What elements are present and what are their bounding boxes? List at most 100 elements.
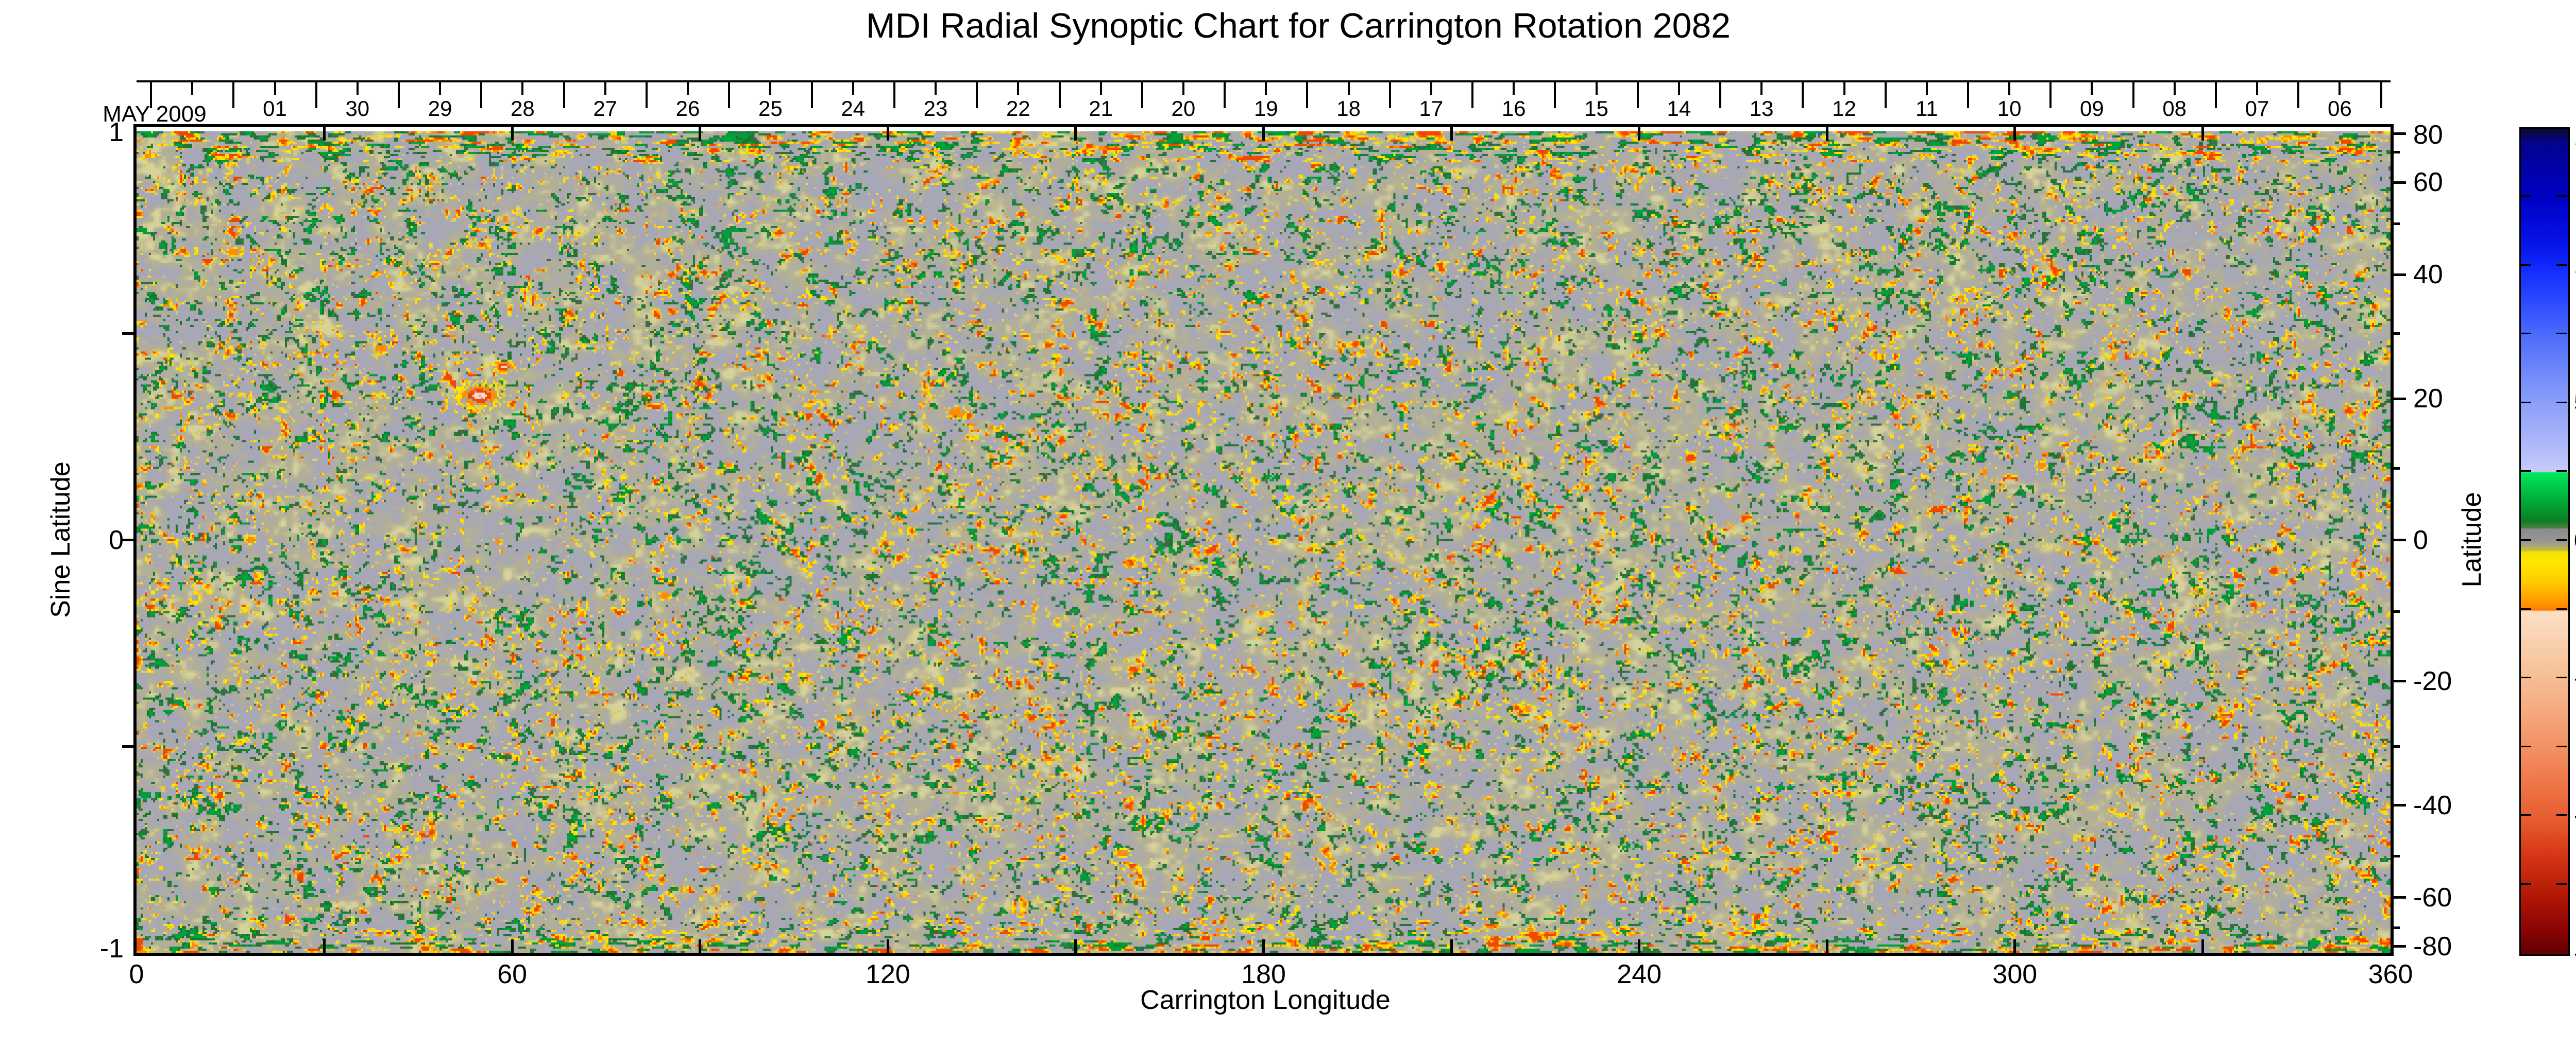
longitude-minor-tick-bottom — [1825, 939, 1828, 953]
longitude-minor-tick-bottom — [2201, 939, 2204, 953]
date-axis-major-tick — [1802, 80, 1804, 108]
date-axis-minor-tick — [1925, 80, 1928, 95]
longitude-tick-label: 0 — [129, 959, 144, 989]
latitude-major-tick — [2391, 804, 2406, 807]
latitude-tick-label: -80 — [2413, 931, 2452, 962]
date-axis-day-label: 06 — [2328, 96, 2352, 121]
sine-latitude-tick-label: 1 — [109, 117, 124, 147]
date-axis-day-label: 07 — [2245, 96, 2269, 121]
date-axis-minor-tick — [604, 80, 606, 95]
colorbar-tick-label: 1000 — [2574, 253, 2576, 277]
date-axis-minor-tick — [1760, 80, 1763, 95]
colorbar-tick-left — [2521, 195, 2531, 197]
colorbar-gradient — [2521, 129, 2568, 954]
date-axis-minor-tick — [1099, 80, 1102, 95]
date-axis-major-tick — [1224, 80, 1226, 108]
latitude-major-tick — [2391, 896, 2406, 899]
date-axis-day-label: 24 — [841, 96, 866, 121]
longitude-minor-tick-bottom — [1262, 939, 1265, 953]
date-axis-minor-tick — [2008, 80, 2011, 95]
date-axis-minor-tick — [769, 80, 772, 95]
date-axis-major-tick — [1306, 80, 1309, 108]
latitude-major-tick — [2391, 273, 2406, 276]
colorbar-tick-right — [2556, 814, 2567, 816]
longitude-minor-tick-top — [1450, 127, 1453, 141]
date-axis-day-label: 13 — [1749, 96, 1774, 121]
colorbar-tick-left — [2521, 401, 2531, 403]
latitude-tick-label: 0 — [2413, 525, 2428, 555]
latitude-minor-tick — [2391, 467, 2400, 470]
date-axis-major-tick — [1058, 80, 1061, 108]
month-year-label: MAY 2009 — [103, 101, 207, 127]
colorbar-tick-right — [2556, 264, 2567, 266]
date-axis-minor-tick — [274, 80, 276, 95]
longitude-minor-tick-top — [2013, 127, 2016, 141]
longitude-minor-tick-bottom — [1074, 939, 1077, 953]
latitude-major-tick — [2391, 181, 2406, 184]
date-axis-minor-tick — [356, 80, 359, 95]
colorbar-tick-right — [2556, 883, 2567, 885]
magnetogram-canvas — [137, 127, 2391, 953]
date-axis-major-tick — [645, 80, 648, 108]
date-axis-minor-tick — [191, 80, 194, 95]
colorbar-tick-left — [2521, 883, 2531, 885]
colorbar — [2519, 127, 2570, 956]
colorbar-tick-left — [2521, 333, 2531, 335]
date-axis-day-label: 22 — [1006, 96, 1030, 121]
date-axis-major-tick — [150, 80, 152, 108]
colorbar-tick-left — [2521, 814, 2531, 816]
date-axis-minor-tick — [1430, 80, 1432, 95]
date-axis-minor-tick — [2091, 80, 2093, 95]
longitude-minor-tick-top — [1262, 127, 1265, 141]
longitude-minor-tick-bottom — [1638, 939, 1641, 953]
date-axis-major-tick — [1388, 80, 1391, 108]
longitude-minor-tick-top — [511, 127, 514, 141]
colorbar-tick-right — [2556, 333, 2567, 335]
latitude-tick-label: -20 — [2413, 666, 2452, 696]
latitude-tick-label: -40 — [2413, 790, 2452, 820]
longitude-tick-label: 180 — [1241, 959, 1286, 989]
colorbar-tick-left — [2521, 264, 2531, 266]
date-axis-day-label: 30 — [345, 96, 370, 121]
date-axis-major-tick — [2049, 80, 2052, 108]
latitude-major-tick — [2391, 680, 2406, 683]
date-axis-day-label: 08 — [2162, 96, 2187, 121]
sine-latitude-tick — [122, 539, 137, 541]
longitude-tick-label: 300 — [1992, 959, 2038, 989]
date-axis-minor-tick — [935, 80, 937, 95]
sine-latitude-tick-label: -1 — [99, 934, 124, 964]
longitude-minor-tick-bottom — [886, 939, 889, 953]
date-axis-day-label: 01 — [263, 96, 287, 121]
latitude-minor-tick — [2391, 150, 2400, 153]
date-axis-day-label: 10 — [1997, 96, 2022, 121]
date-axis-major-tick — [810, 80, 813, 108]
date-axis-major-tick — [1554, 80, 1556, 108]
longitude-minor-tick-bottom — [511, 939, 514, 953]
sine-latitude-minor-tick — [122, 745, 137, 748]
latitude-tick-label: -60 — [2413, 882, 2452, 913]
latitude-axis-title: Latitude — [2457, 492, 2487, 588]
chart-title: MDI Radial Synoptic Chart for Carrington… — [866, 6, 1731, 45]
colorbar-tick-label: -1500 — [2574, 941, 2576, 965]
colorbar-tick-right — [2556, 677, 2567, 679]
longitude-minor-tick-top — [2201, 127, 2204, 141]
date-axis-minor-tick — [852, 80, 854, 95]
latitude-major-tick — [2391, 539, 2406, 541]
date-axis-day-label: 28 — [511, 96, 535, 121]
colorbar-tick-right — [2556, 401, 2567, 403]
date-axis-major-tick — [1967, 80, 1969, 108]
longitude-tick-label: 60 — [497, 959, 528, 989]
date-axis-minor-tick — [1595, 80, 1598, 95]
date-axis-day-label: 17 — [1419, 96, 1444, 121]
colorbar-tick-right — [2556, 745, 2567, 747]
date-axis-minor-tick — [2173, 80, 2176, 95]
date-axis-day-label: 19 — [1253, 96, 1278, 121]
date-axis-major-tick — [2132, 80, 2134, 108]
date-axis-major-tick — [2214, 80, 2217, 108]
longitude-tick-label: 360 — [2368, 959, 2413, 989]
colorbar-tick-left — [2521, 608, 2531, 610]
date-axis-line — [137, 80, 2391, 82]
date-axis-day-label: 09 — [2080, 96, 2104, 121]
latitude-minor-tick — [2391, 332, 2400, 335]
